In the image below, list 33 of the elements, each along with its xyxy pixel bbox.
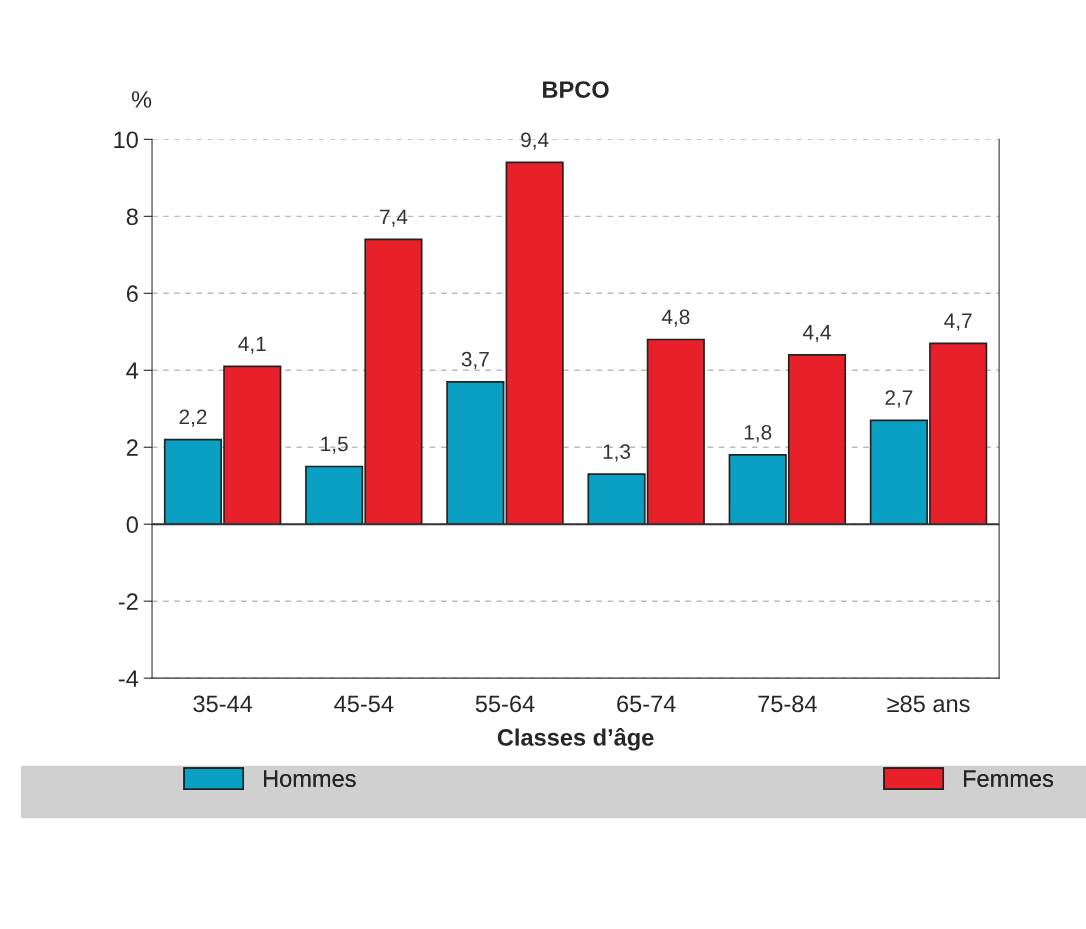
x-tick-label: 65-74 [617, 695, 676, 713]
x-tick-label: ≥85 ans [887, 695, 970, 713]
data-label: 1,3 [603, 444, 631, 462]
y-tick-label: 8 [126, 208, 138, 226]
data-label: 2,2 [179, 409, 207, 427]
bar [505, 161, 564, 526]
data-label: 4,1 [238, 336, 266, 354]
bar [446, 380, 505, 526]
chart-title: BPCO [543, 81, 609, 98]
x-tick-label: 45-54 [334, 695, 394, 713]
y-axis-title: % [131, 91, 152, 108]
legend-label: Femmes [964, 770, 1054, 787]
data-label: 3,7 [461, 351, 489, 370]
y-tick-label: 0 [126, 516, 138, 534]
y-tick-label: 6 [126, 285, 138, 303]
data-label: 4,7 [944, 313, 972, 331]
data-label: 9,4 [521, 132, 549, 150]
x-tick-label: 75-84 [758, 695, 817, 713]
data-label: 1,8 [744, 424, 772, 443]
x-tick-label: 55-64 [475, 695, 535, 713]
data-label: 2,7 [885, 390, 913, 408]
x-tick-label: 35-44 [193, 695, 253, 713]
y-tick-label: -2 [118, 593, 138, 610]
y-tick-label: -4 [118, 670, 139, 687]
x-axis-title: Classes d’âge [497, 727, 654, 751]
data-label: 4,8 [661, 309, 690, 327]
y-tick-label: 10 [114, 131, 138, 149]
legend-label: Hommes [264, 770, 356, 787]
y-tick-label: 2 [126, 439, 138, 456]
data-label: 1,5 [321, 436, 348, 454]
data-label: 7,4 [380, 209, 408, 227]
data-label: 4,4 [803, 325, 831, 343]
y-tick-label: 4 [126, 362, 139, 379]
